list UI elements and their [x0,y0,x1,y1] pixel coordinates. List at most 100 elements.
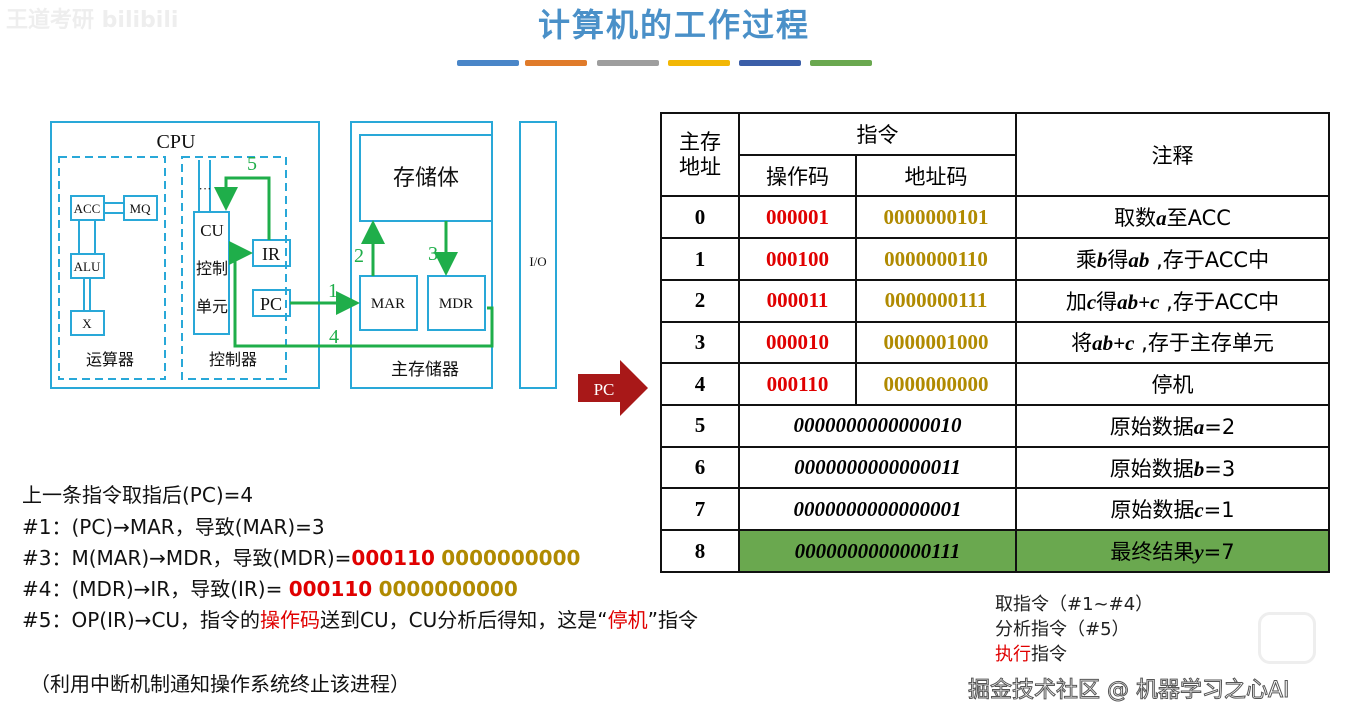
memory-label: 主存储器 [391,360,459,379]
x-box [70,310,105,336]
header-instruction: 指令 [738,112,1017,156]
addrcode-cell: 0000001000 [855,320,1017,365]
table-row: 0 000001 0000000101 取数a至ACC [660,195,1330,240]
note-cell: 原始数据b=3 [1015,445,1330,490]
side-step-1: 取指令（#1~#4） [995,594,1154,615]
step-1: 1 [328,280,338,302]
accent-bar [597,60,659,66]
side-step-3: 执行指令 [995,644,1067,666]
table-row: 7 0000000000000001 原始数据c=1 [660,487,1330,532]
header-addr-2: 地址 [679,154,721,179]
acc-label: ACC [74,201,101,216]
addrcode-cell: 0000000111 [855,278,1017,323]
addr-cell: 5 [660,404,740,448]
mar-label: MAR [371,296,405,312]
io-box [519,121,557,389]
header-note: 注释 [1015,111,1330,198]
addrcode: 0000000000 [378,577,518,601]
cu-label-2: 控制 [196,260,228,278]
arrow-4 [229,241,494,348]
ctrl-unit-label: 控制器 [209,351,257,369]
addr-cell: 0 [660,195,740,240]
mdr-box [427,275,486,331]
t: #3：M(MAR)→MDR，导致(MDR)= [22,546,352,570]
note-cell: 原始数据a=2 [1015,404,1330,448]
cu-label: CU [200,221,224,240]
table-row: 5 0000000000000010 原始数据a=2 [660,404,1330,448]
page-title: 计算机的工作过程 [537,6,810,44]
table-row: 6 0000000000000011 原始数据b=3 [660,445,1330,490]
addrcode-cell: 0000000000 [855,362,1017,407]
step-2: 2 [354,245,364,267]
alu-box [70,253,105,279]
cpu-label: CPU [157,131,196,153]
cu-label-3: 单元 [196,298,228,316]
table-row: 2 000011 0000000111 加c得ab+c ,存于ACC中 [660,278,1330,323]
table-row: 3 000010 0000001000 将ab+c ,存于主存单元 [660,320,1330,365]
table-row: 1 000100 0000000110 乘b得ab ,存于ACC中 [660,237,1330,281]
t: 指令 [1031,644,1067,665]
accent-bar [457,60,519,66]
table-row: 4 000110 0000000000 停机 [660,362,1330,407]
t: #5：OP(IR)→CU，指令的 [22,608,261,632]
addrcode-cell: 0000000101 [855,195,1017,240]
watermark: 掘金技术社区 @ 机器学习之心AI [968,678,1291,704]
watermark-top: 王道考研 bilibili [6,8,179,33]
addrcode: 0000000000 [441,546,581,570]
note-cell: 停机 [1015,362,1330,407]
ir-box [252,239,291,267]
table-row: 8 0000000000000111 最终结果y=7 [660,529,1330,573]
pc-pointer-label: PC [594,380,615,399]
bilibili-play-icon [1258,612,1316,664]
opcode: 000110 [351,546,435,570]
addr-cell: 2 [660,278,740,323]
addr-cell: 6 [660,445,740,490]
data-cell: 0000000000000010 [738,404,1017,448]
t: 停机 [607,608,648,632]
mar-box [359,275,418,331]
control-unit-box [181,156,287,380]
note-line-5: #5：OP(IR)→CU，指令的操作码送到CU，CU分析后得知，这是“停机”指令 [22,608,698,632]
addr-cell: 4 [660,362,740,407]
x-label: X [82,316,92,331]
opcode-cell: 000001 [738,195,857,240]
acc-box [70,195,105,221]
addr-cell: 8 [660,529,740,573]
cpu-box [50,121,320,389]
opcode-cell: 000100 [738,237,857,281]
computer-diagram: CPU ACC MQ ALU X 运算器 控制器 ··· CU 控制 单元 IR… [50,121,557,389]
cu-box [193,211,230,335]
note-cell: 取数a至ACC [1015,195,1330,240]
step-4: 4 [329,326,339,348]
t: 送到CU，CU分析后得知，这是“ [320,608,608,632]
alu-unit-label: 运算器 [86,350,134,369]
mdr-label: MDR [439,296,473,312]
note-line-3: #3：M(MAR)→MDR，导致(MDR)=000110 0000000000 [22,546,580,570]
pc-label: PC [260,294,282,314]
mq-box [123,195,158,221]
opcode-cell: 000011 [738,278,857,323]
t: 操作码 [260,608,321,632]
header-opcode: 操作码 [738,153,857,198]
data-cell: 0000000000000001 [738,487,1017,532]
accent-bar [739,60,801,66]
addr-cell: 3 [660,320,740,365]
accent-bar [810,60,872,66]
header-addr-1: 主存 [679,129,721,154]
note-cell: 原始数据c=1 [1015,487,1330,532]
io-label: I/O [529,254,546,269]
storage-box [359,134,493,222]
addr-cell: 1 [660,237,740,281]
note-line-4: #4：(MDR)→IR，导致(IR)= 000110 0000000000 [22,577,518,601]
alu-unit-box [58,156,166,380]
alu-label: ALU [74,259,101,274]
t: 执行 [995,644,1031,665]
note-line-1: #1：(PC)→MAR，导致(MAR)=3 [22,515,325,539]
ir-label: IR [262,244,280,264]
step-5: 5 [247,153,257,175]
opcode: 000110 [288,577,373,601]
pc-pointer-arrow: PC [578,360,648,416]
header-addrcode: 地址码 [855,153,1017,198]
note-cell: 乘b得ab ,存于ACC中 [1015,237,1330,281]
accent-bar [668,60,730,66]
